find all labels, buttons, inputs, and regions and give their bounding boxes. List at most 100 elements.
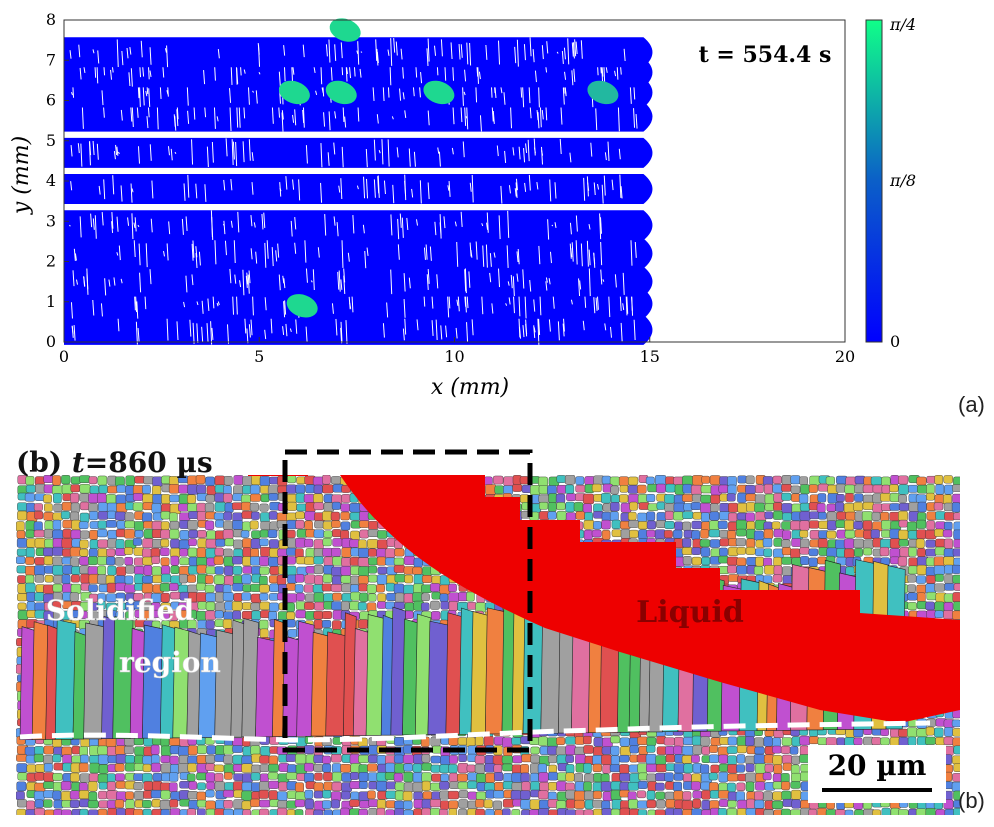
grain bbox=[926, 610, 937, 619]
grain bbox=[700, 494, 712, 504]
track-texture bbox=[340, 279, 343, 290]
grain bbox=[880, 817, 889, 823]
track-texture bbox=[536, 181, 539, 190]
grain bbox=[467, 818, 478, 823]
grain bbox=[772, 791, 783, 801]
grain bbox=[332, 538, 343, 547]
track-texture bbox=[554, 222, 557, 228]
track-texture bbox=[120, 109, 123, 121]
grain bbox=[665, 754, 676, 763]
grain bbox=[313, 619, 323, 630]
grain bbox=[746, 502, 756, 512]
track-texture bbox=[401, 217, 404, 238]
grain bbox=[34, 799, 44, 808]
track-texture bbox=[196, 323, 199, 344]
grain bbox=[665, 483, 676, 493]
grain bbox=[458, 799, 468, 809]
track-texture bbox=[404, 174, 407, 201]
grain bbox=[448, 736, 459, 746]
grain bbox=[556, 737, 566, 746]
track-texture bbox=[481, 295, 484, 315]
grain bbox=[610, 735, 621, 744]
grain bbox=[925, 539, 936, 548]
grain bbox=[412, 592, 423, 603]
grain bbox=[880, 737, 890, 746]
grain bbox=[115, 745, 126, 755]
track-texture bbox=[403, 299, 406, 318]
grain bbox=[195, 475, 206, 485]
grain bbox=[737, 492, 747, 503]
grain bbox=[754, 737, 764, 748]
grain bbox=[233, 475, 244, 485]
track-texture bbox=[408, 277, 411, 289]
grain bbox=[35, 818, 44, 823]
grain bbox=[340, 600, 350, 611]
grain bbox=[583, 529, 593, 540]
track-texture bbox=[507, 210, 510, 238]
grain bbox=[952, 564, 960, 574]
grain bbox=[340, 521, 351, 531]
grain bbox=[232, 737, 244, 747]
track-texture bbox=[176, 321, 179, 341]
grain bbox=[159, 547, 170, 556]
grain bbox=[114, 511, 126, 521]
grain bbox=[619, 772, 631, 782]
grain bbox=[295, 791, 306, 801]
grain bbox=[386, 817, 395, 823]
track-texture bbox=[72, 270, 75, 287]
grain bbox=[259, 601, 271, 611]
grain bbox=[935, 809, 946, 815]
grain bbox=[52, 546, 64, 556]
grain bbox=[719, 538, 730, 547]
grain bbox=[556, 502, 566, 511]
grain bbox=[259, 529, 269, 538]
track-texture bbox=[69, 50, 72, 59]
grain bbox=[628, 799, 639, 809]
grain bbox=[24, 746, 36, 756]
grain bbox=[331, 754, 342, 763]
grain bbox=[125, 791, 134, 800]
grain bbox=[907, 602, 917, 611]
track-texture bbox=[71, 92, 73, 96]
grain bbox=[268, 780, 279, 789]
grain bbox=[915, 494, 927, 503]
grain bbox=[124, 512, 134, 522]
grain bbox=[764, 511, 774, 520]
grain bbox=[35, 764, 46, 773]
grain bbox=[359, 520, 370, 528]
track-texture bbox=[351, 294, 354, 313]
grain bbox=[250, 602, 261, 611]
grain bbox=[332, 529, 342, 538]
grain bbox=[124, 529, 135, 539]
track-texture bbox=[206, 146, 209, 168]
grain bbox=[699, 539, 711, 548]
grain bbox=[718, 763, 729, 772]
grain bbox=[233, 817, 243, 823]
grain bbox=[771, 521, 781, 530]
grain bbox=[431, 591, 441, 600]
grain bbox=[962, 476, 973, 486]
grain bbox=[206, 530, 216, 540]
grain bbox=[78, 762, 89, 773]
track-texture bbox=[533, 138, 536, 156]
grain bbox=[539, 502, 549, 510]
grain bbox=[114, 799, 125, 809]
track-texture bbox=[266, 239, 269, 259]
grain bbox=[745, 736, 755, 747]
grain bbox=[494, 782, 504, 791]
grain bbox=[97, 529, 108, 538]
grain bbox=[17, 772, 28, 781]
grain bbox=[25, 582, 36, 594]
grain bbox=[826, 511, 837, 522]
grain bbox=[205, 772, 216, 783]
grain bbox=[44, 520, 54, 531]
track-texture bbox=[264, 242, 267, 268]
grain bbox=[961, 638, 970, 647]
grain bbox=[448, 800, 459, 810]
grain bbox=[862, 520, 873, 531]
track-texture bbox=[399, 88, 402, 101]
grain bbox=[483, 799, 493, 809]
grain bbox=[322, 573, 333, 583]
grain-cluster bbox=[423, 80, 455, 105]
grain bbox=[79, 548, 89, 557]
